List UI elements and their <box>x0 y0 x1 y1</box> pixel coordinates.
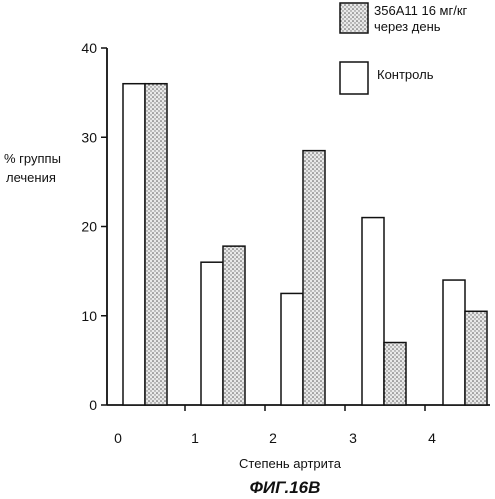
bar-control-3 <box>362 218 384 405</box>
bar-control-2 <box>281 293 303 405</box>
x-tick-label: 0 <box>114 430 122 446</box>
bar-356a11-0 <box>145 84 167 405</box>
x-tick-label: 3 <box>349 430 357 446</box>
bar-control-0 <box>123 84 145 405</box>
legend-label-plain: Контроль <box>377 67 434 82</box>
x-tick-label: 1 <box>191 430 199 446</box>
bar-356a11-4 <box>465 311 487 405</box>
y-tick-label: 40 <box>81 40 97 56</box>
legend-label-stipple-line2: через день <box>374 19 441 34</box>
y-tick-label: 10 <box>81 308 97 324</box>
legend-label-stipple-line1: 356A11 16 мг/кг <box>374 3 468 18</box>
y-axis-title-line2: лечения <box>6 170 56 185</box>
bar-356a11-2 <box>303 151 325 405</box>
bar-356a11-3 <box>384 343 406 405</box>
legend: 356A11 16 мг/кг через день Контроль <box>340 3 468 94</box>
figure-caption: ФИГ.16В <box>250 478 321 497</box>
x-tick-label: 4 <box>428 430 436 446</box>
y-tick-label: 20 <box>81 219 97 235</box>
bar-control-4 <box>443 280 465 405</box>
x-tick-label: 2 <box>269 430 277 446</box>
y-axis-title-line1: % группы <box>4 151 61 166</box>
bar-control-1 <box>201 262 223 405</box>
bars <box>123 84 487 405</box>
legend-swatch-plain <box>340 62 368 94</box>
bar-356a11-1 <box>223 246 245 405</box>
legend-swatch-stipple <box>340 3 368 33</box>
y-tick-label: 30 <box>81 129 97 145</box>
y-tick-label: 0 <box>89 397 97 413</box>
x-axis-title: Степень артрита <box>239 456 342 471</box>
